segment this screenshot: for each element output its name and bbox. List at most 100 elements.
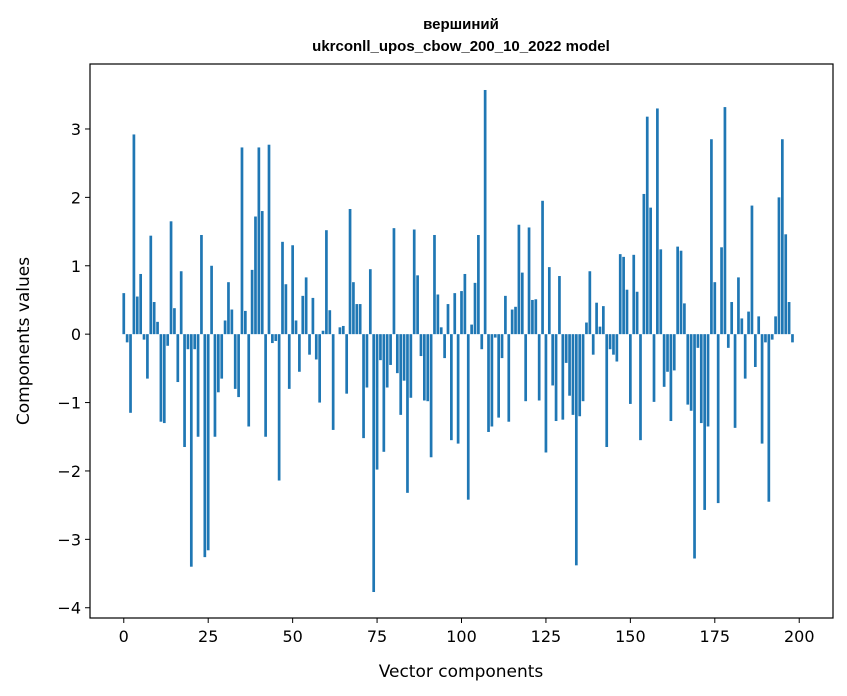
bar [591, 334, 595, 355]
bar [422, 334, 426, 401]
bar [625, 289, 629, 335]
bar [439, 327, 443, 335]
bar [159, 334, 163, 422]
bar [612, 334, 615, 355]
bar [649, 207, 652, 335]
bar [142, 334, 146, 340]
bar [710, 139, 713, 335]
bar [581, 334, 585, 402]
bar [162, 334, 166, 424]
bar [392, 228, 396, 335]
bar [412, 229, 416, 335]
bar [531, 299, 534, 335]
bar [757, 316, 761, 335]
bar [230, 309, 234, 335]
bar [365, 334, 369, 388]
bar [588, 271, 592, 335]
bar [524, 334, 528, 402]
bar [656, 108, 659, 335]
bar [409, 334, 413, 398]
bar [507, 334, 511, 422]
bar [483, 89, 487, 335]
bar [463, 273, 467, 335]
plot-frame [89, 63, 834, 619]
bar [308, 334, 311, 355]
bar [669, 334, 673, 422]
y-tick-label: −1 [57, 394, 81, 413]
bar [632, 254, 636, 335]
bar [737, 277, 740, 335]
bar [173, 308, 176, 335]
bar [571, 334, 575, 415]
x-tick-label: 0 [119, 627, 129, 646]
bar [402, 334, 406, 381]
bar [639, 334, 642, 441]
bar [578, 334, 582, 417]
bar [541, 200, 544, 335]
bar [298, 334, 301, 372]
bar [645, 116, 649, 335]
bar [490, 334, 494, 427]
bar [382, 334, 386, 452]
bar [561, 334, 565, 420]
bar [355, 304, 359, 335]
bar [352, 282, 355, 335]
bar [723, 107, 727, 335]
bar [368, 269, 372, 335]
bar [693, 334, 696, 559]
bar [227, 282, 230, 335]
bar [237, 334, 240, 398]
y-axis-ticks: −4 −3 −2 −1 0 1 2 3 [57, 120, 90, 618]
bar [608, 334, 612, 350]
bar [767, 334, 771, 502]
bar [264, 334, 267, 437]
bar [477, 234, 480, 335]
bar [271, 334, 274, 344]
x-tick-label: 50 [282, 627, 302, 646]
bar [385, 334, 389, 388]
bar [206, 334, 210, 551]
bar [446, 304, 450, 335]
bar [537, 334, 541, 401]
bar [257, 147, 261, 335]
bar [662, 334, 666, 387]
bar [679, 250, 683, 335]
bar [284, 284, 288, 335]
bar [146, 334, 149, 379]
y-tick-label: 1 [71, 257, 81, 276]
bar [696, 334, 700, 348]
bars-group [122, 89, 794, 593]
bar [456, 334, 460, 444]
bar [443, 334, 446, 359]
bar [321, 330, 325, 335]
bar [770, 334, 774, 340]
bar [615, 334, 619, 362]
bar [169, 221, 173, 335]
bar [780, 139, 784, 335]
y-tick-label: 2 [71, 188, 81, 207]
bar [311, 297, 315, 335]
bar [753, 334, 757, 367]
bar [598, 326, 602, 335]
bar [683, 303, 686, 335]
bar [544, 334, 548, 453]
bar [196, 334, 200, 437]
bar [487, 334, 490, 432]
bar [777, 197, 781, 335]
x-tick-label: 125 [531, 627, 562, 646]
bar [139, 273, 143, 335]
bar [132, 134, 136, 335]
bar [466, 334, 470, 500]
bar [389, 334, 392, 365]
bar [750, 205, 754, 335]
bar [179, 271, 183, 335]
bar [500, 334, 504, 359]
bar [291, 245, 294, 335]
bar [760, 334, 764, 444]
y-tick-label: −3 [57, 530, 81, 549]
bar [395, 334, 399, 374]
bar [149, 235, 153, 335]
bar [716, 334, 720, 504]
x-tick-label: 25 [198, 627, 218, 646]
